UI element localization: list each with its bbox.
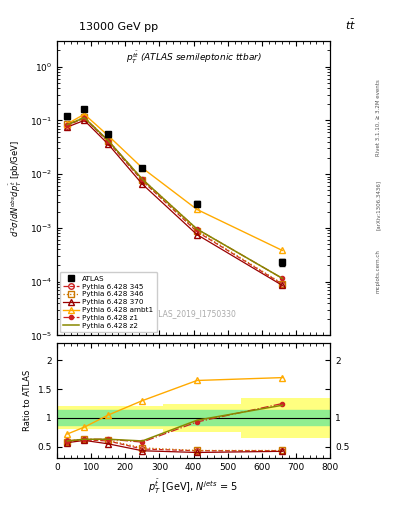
Pythia 6.428 ambt1 [195, 206, 199, 212]
Text: [arXiv:1306.3436]: [arXiv:1306.3436] [376, 180, 380, 230]
X-axis label: $p^{\bar{t}}_T$ [GeV], $N^{jets}$ = 5: $p^{\bar{t}}_T$ [GeV], $N^{jets}$ = 5 [149, 478, 239, 496]
Text: $t\bar{t}$: $t\bar{t}$ [345, 17, 356, 32]
Text: 13000 GeV pp: 13000 GeV pp [79, 22, 158, 32]
Pythia 6.428 z2 [65, 122, 70, 128]
Line: Pythia 6.428 346: Pythia 6.428 346 [64, 115, 285, 286]
Pythia 6.428 ambt1 [106, 133, 110, 139]
Text: ATLAS_2019_I1750330: ATLAS_2019_I1750330 [150, 309, 237, 317]
Line: Pythia 6.428 370: Pythia 6.428 370 [64, 118, 285, 288]
Pythia 6.428 z2 [280, 275, 285, 282]
Pythia 6.428 346 [195, 228, 199, 234]
Legend: ATLAS, Pythia 6.428 345, Pythia 6.428 346, Pythia 6.428 370, Pythia 6.428 ambt1,: ATLAS, Pythia 6.428 345, Pythia 6.428 34… [60, 272, 157, 332]
Pythia 6.428 346 [106, 138, 110, 144]
Text: $p_T^{t\bar{t}}$ (ATLAS semileptonic ttbar): $p_T^{t\bar{t}}$ (ATLAS semileptonic ttb… [125, 50, 262, 66]
Pythia 6.428 345 [195, 228, 199, 234]
Pythia 6.428 z2 [195, 226, 199, 232]
Pythia 6.428 370 [140, 181, 145, 187]
Pythia 6.428 z2 [140, 176, 145, 182]
Pythia 6.428 z1 [106, 138, 110, 144]
Pythia 6.428 z1 [65, 122, 70, 128]
Pythia 6.428 345 [106, 139, 110, 145]
Pythia 6.428 346 [65, 121, 70, 127]
Y-axis label: Ratio to ATLAS: Ratio to ATLAS [23, 370, 32, 431]
Pythia 6.428 370 [280, 282, 285, 288]
Pythia 6.428 345 [140, 178, 145, 184]
Pythia 6.428 346 [140, 177, 145, 183]
Text: Rivet 3.1.10, ≥ 3.2M events: Rivet 3.1.10, ≥ 3.2M events [376, 79, 380, 156]
Pythia 6.428 346 [82, 114, 87, 120]
Pythia 6.428 z2 [82, 115, 87, 121]
Pythia 6.428 345 [82, 115, 87, 121]
Pythia 6.428 z1 [140, 176, 145, 182]
Bar [57, 411, 330, 425]
Line: Pythia 6.428 345: Pythia 6.428 345 [64, 115, 285, 287]
Pythia 6.428 346 [280, 281, 285, 287]
Text: mcplots.cern.ch: mcplots.cern.ch [376, 249, 380, 293]
Pythia 6.428 ambt1 [140, 165, 145, 171]
Line: Pythia 6.428 z1: Pythia 6.428 z1 [65, 116, 285, 281]
Pythia 6.428 z1 [195, 226, 199, 232]
Pythia 6.428 345 [65, 122, 70, 129]
Pythia 6.428 370 [65, 124, 70, 130]
Pythia 6.428 345 [280, 281, 285, 287]
Pythia 6.428 370 [82, 117, 87, 123]
Pythia 6.428 z2 [106, 138, 110, 144]
Pythia 6.428 ambt1 [65, 121, 70, 127]
Line: Pythia 6.428 z2: Pythia 6.428 z2 [67, 118, 282, 279]
Pythia 6.428 370 [106, 141, 110, 147]
Line: Pythia 6.428 ambt1: Pythia 6.428 ambt1 [64, 112, 285, 253]
Pythia 6.428 370 [195, 231, 199, 238]
Pythia 6.428 ambt1 [280, 247, 285, 253]
Y-axis label: $d^2\sigma / dN^{obs} dp^{\bar{t}}_T$ [pb/GeV]: $d^2\sigma / dN^{obs} dp^{\bar{t}}_T$ [p… [8, 140, 24, 237]
Pythia 6.428 ambt1 [82, 111, 87, 117]
Pythia 6.428 z1 [280, 275, 285, 282]
Pythia 6.428 z1 [82, 115, 87, 121]
